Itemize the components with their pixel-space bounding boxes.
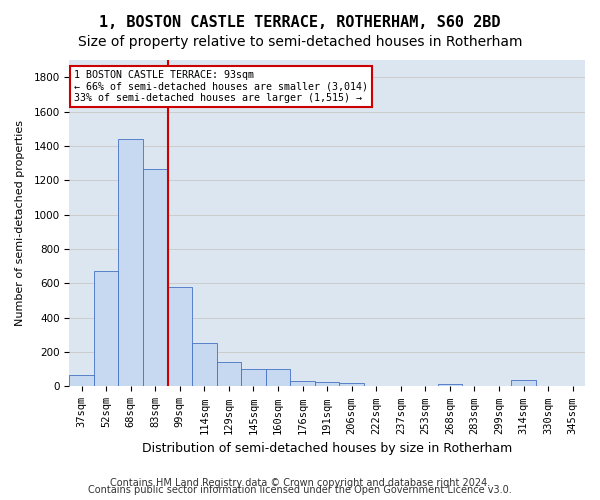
Bar [437, 384, 462, 386]
Bar [340, 383, 364, 386]
Y-axis label: Number of semi-detached properties: Number of semi-detached properties [15, 120, 25, 326]
Bar [241, 370, 266, 386]
Bar [167, 287, 192, 386]
Text: Size of property relative to semi-detached houses in Rotherham: Size of property relative to semi-detach… [78, 35, 522, 49]
Text: 1 BOSTON CASTLE TERRACE: 93sqm
← 66% of semi-detached houses are smaller (3,014): 1 BOSTON CASTLE TERRACE: 93sqm ← 66% of … [74, 70, 368, 103]
Bar [192, 344, 217, 386]
Text: 1, BOSTON CASTLE TERRACE, ROTHERHAM, S60 2BD: 1, BOSTON CASTLE TERRACE, ROTHERHAM, S60… [99, 15, 501, 30]
Bar [94, 272, 118, 386]
Bar [70, 376, 94, 386]
Bar [315, 382, 340, 386]
Bar [143, 169, 167, 386]
Bar [118, 139, 143, 386]
Bar [266, 370, 290, 386]
Bar [217, 362, 241, 386]
Bar [290, 382, 315, 386]
X-axis label: Distribution of semi-detached houses by size in Rotherham: Distribution of semi-detached houses by … [142, 442, 512, 455]
Text: Contains HM Land Registry data © Crown copyright and database right 2024.: Contains HM Land Registry data © Crown c… [110, 478, 490, 488]
Text: Contains public sector information licensed under the Open Government Licence v3: Contains public sector information licen… [88, 485, 512, 495]
Bar [511, 380, 536, 386]
